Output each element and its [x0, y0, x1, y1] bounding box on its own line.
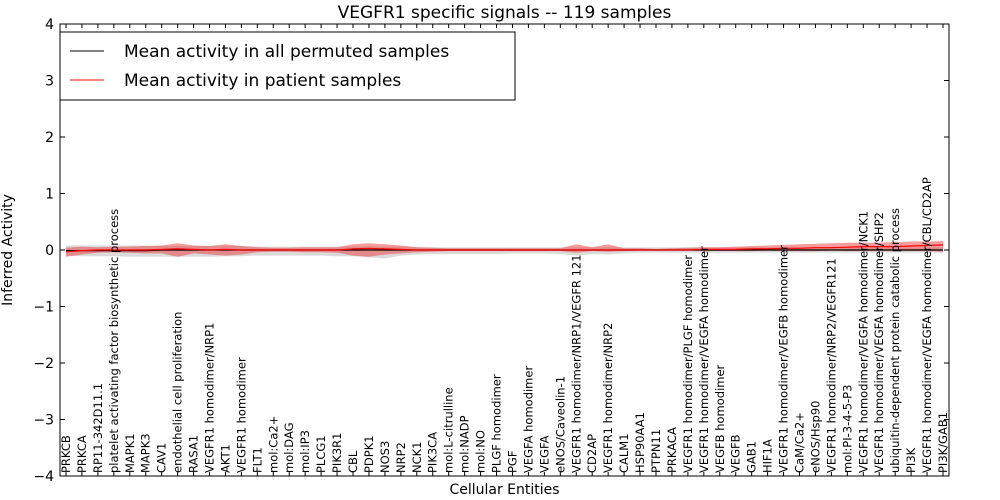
x-tick-label: PRKCB [59, 435, 73, 473]
x-axis: PRKCB PRKCA RP11-342D11.1 platelet activati… [59, 24, 950, 476]
legend-label-permuted: Mean activity in all permuted samples [124, 42, 449, 62]
chart-title: VEGFR1 specific signals -- 119 samples [338, 3, 672, 23]
series-lines [65, 244, 944, 253]
y-tick-label: 4 [45, 17, 54, 33]
y-tick-label: −2 [33, 356, 54, 372]
y-tick-label: −1 [33, 300, 54, 316]
x-tick-label: VEGFR1 homodimer [234, 357, 248, 473]
y-axis-label: Inferred Activity [0, 194, 16, 306]
legend: Mean activity in all permuted samples Me… [59, 31, 516, 101]
x-tick-label: PI3K [904, 447, 918, 473]
x-tick-label: mol:NADP [458, 415, 472, 473]
x-tick-label: NRP2 [394, 442, 408, 473]
x-tick-label: eNOS/Caveolin-1 [553, 376, 567, 473]
y-tick-label: 3 [45, 74, 54, 90]
x-tick-label: MAPK1 [123, 433, 137, 473]
x-tick-label: VEGFB [729, 434, 743, 473]
x-tick-label: NCK1 [410, 442, 424, 474]
x-tick-label: GAB1 [745, 441, 759, 473]
legend-label-patient: Mean activity in patient samples [124, 71, 401, 91]
x-tick-label: CD2AP [585, 434, 599, 473]
x-tick-label: VEGFR1 homodimer/VEGFB homodimer [777, 245, 791, 473]
y-tick-label: −4 [33, 469, 54, 485]
x-tick-label: platelet activating factor biosynthetic … [107, 209, 121, 473]
x-tick-label: VEGFB homodimer [713, 364, 727, 473]
x-tick-label: ubiquitin-dependent protein catabolic pr… [888, 208, 902, 473]
x-tick-label: VEGFR1 homodimer/VEGFA homodimer/SHP2 [872, 212, 886, 473]
x-tick-label: VEGFA [537, 435, 551, 473]
confidence-bands [66, 241, 943, 259]
x-tick-label: CBL [346, 450, 360, 473]
x-tick-label: AKT1 [219, 444, 233, 473]
x-tick-label: FLT1 [250, 447, 264, 473]
x-tick-label: mol:PI-3-4-5-P3 [840, 385, 854, 473]
x-tick-label: VEGFR1 homodimer/NRP1/VEGFR 121 [569, 254, 583, 473]
x-tick-label: PIK3CA [426, 432, 440, 473]
y-axis: −4 −3 −2 −1 0 1 2 3 4 [33, 17, 949, 485]
x-tick-label: mol:Ca2+ [266, 416, 280, 473]
x-axis-label: Cellular Entities [449, 482, 559, 498]
x-tick-label: VEGFR1 homodimer/VEGFA homodimer/NCK1 [856, 211, 870, 473]
x-tick-label: CaM/Ca2+ [793, 412, 807, 473]
x-tick-label: mol:L-citrulline [442, 387, 456, 473]
line-patient [65, 244, 944, 253]
x-tick-label: endothelial cell proliferation [171, 312, 185, 473]
x-tick-label: PI3K/GAB1 [936, 412, 950, 473]
x-tick-label: HSP90AA1 [633, 412, 647, 473]
x-tick-label: mol:NO [474, 430, 488, 473]
x-tick-label: CAV1 [155, 443, 169, 473]
x-tick-label: PDPK1 [362, 435, 376, 473]
x-tick-label: VEGFA homodimer [521, 366, 535, 473]
x-tick-label: CALM1 [617, 433, 631, 473]
x-tick-label: NOS3 [378, 441, 392, 473]
y-tick-label: 0 [45, 243, 54, 259]
y-tick-label: −3 [33, 413, 54, 429]
x-tick-label: RP11-342D11.1 [91, 383, 105, 473]
x-tick-label: VEGFR1 homodimer/NRP2/VEGFR121 [824, 258, 838, 473]
legend-box [59, 31, 516, 101]
x-tick-label: VEGFR1 homodimer/PLGF homodimer [681, 255, 695, 473]
x-tick-label: PGF [506, 451, 520, 473]
x-tick-label: PIK3R1 [330, 433, 344, 474]
x-tick-label: PLCG1 [314, 435, 328, 473]
band-patient [66, 241, 943, 257]
x-tick-label: HIF1A [761, 439, 775, 473]
x-tick-label: mol:DAG [282, 422, 296, 473]
x-tick-label: PLGF homodimer [490, 374, 504, 473]
x-tick-label: mol:IP3 [298, 430, 312, 473]
y-tick-label: 1 [45, 187, 54, 203]
x-tick-label: VEGFR1 homodimer/NRP2 [601, 323, 615, 473]
x-tick-label: MAPK3 [139, 433, 153, 473]
x-tick-label: eNOS/Hsp90 [808, 401, 822, 473]
x-tick-label: VEGFR1 homodimer/VEGFA homodimer/CBL/CD2… [920, 177, 934, 473]
y-tick-label: 2 [45, 130, 54, 146]
x-tick-label: VEGFR1 homodimer/NRP1 [203, 323, 217, 473]
x-tick-label: PTPN11 [649, 429, 663, 473]
x-tick-label: RASA1 [187, 435, 201, 473]
x-tick-label: PRKCA [75, 435, 89, 473]
x-tick-label: PRKACA [665, 427, 679, 473]
x-tick-label: VEGFR1 homodimer/VEGFA homodimer [697, 246, 711, 473]
